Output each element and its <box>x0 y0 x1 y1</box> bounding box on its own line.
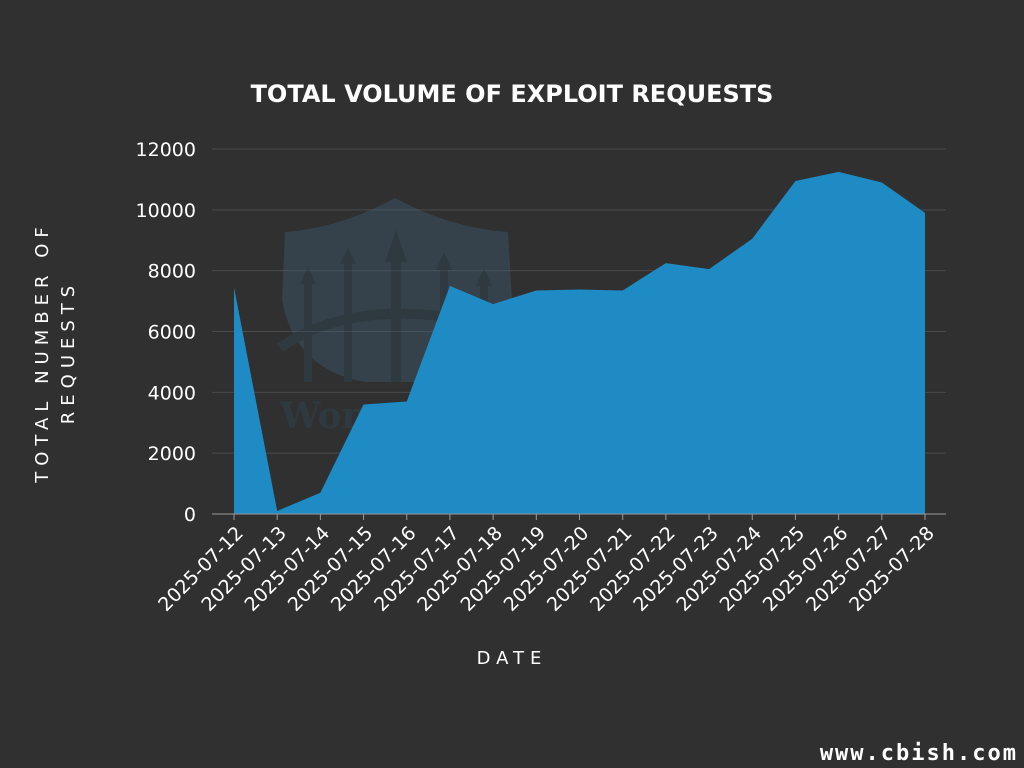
y-axis-title: TOTAL NUMBER OF REQUESTS <box>32 221 79 483</box>
area-series <box>234 171 925 514</box>
y-tick-label: 0 <box>184 504 196 526</box>
y-tick-label: 4000 <box>148 382 196 404</box>
y-tick-label: 6000 <box>148 322 196 344</box>
y-tick-label: 2000 <box>148 443 196 465</box>
y-tick-label: 12000 <box>136 139 196 161</box>
y-tick-label: 10000 <box>136 200 196 222</box>
x-axis-title: DATE <box>477 648 548 669</box>
svg-text:Wor: Wor <box>279 395 362 437</box>
x-axis-ticks: 2025-07-122025-07-132025-07-142025-07-15… <box>154 514 939 616</box>
site-watermark: www.cbish.com <box>819 741 1018 766</box>
chart-title: TOTAL VOLUME OF EXPLOIT REQUESTS <box>251 80 774 108</box>
y-axis-ticks: 0 2000 4000 6000 8000 10000 12000 <box>136 139 196 526</box>
y-axis-title-line-1: TOTAL NUMBER OF <box>32 221 53 483</box>
y-axis-title-line-2: REQUESTS <box>58 280 79 424</box>
y-tick-label: 8000 <box>148 261 196 283</box>
